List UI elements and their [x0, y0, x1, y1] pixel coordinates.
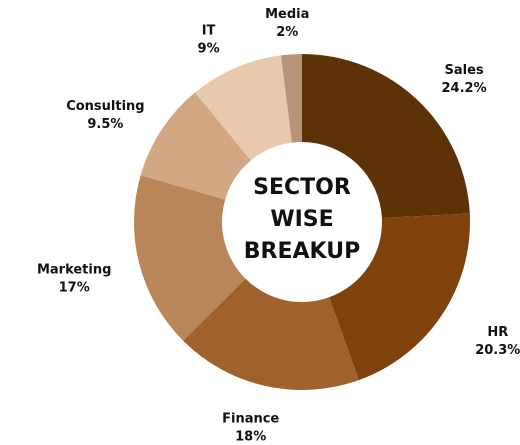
slice-value-label: 9% [198, 41, 220, 56]
donut-slice [329, 213, 470, 381]
chart-title: SECTOR WISE BREAKUP [243, 175, 361, 264]
donut-slice [302, 54, 470, 218]
donut-slice [194, 55, 292, 161]
donut-slice [183, 278, 359, 390]
slice-label: Media [265, 7, 309, 22]
donut-slice [280, 54, 302, 143]
slice-label: HR [487, 325, 508, 340]
donut-slice [134, 175, 246, 341]
slice-value-label: 9.5% [87, 117, 123, 132]
slice-label: IT [202, 23, 216, 38]
slice-label: Finance [222, 412, 279, 427]
slice-value-label: 18% [235, 430, 266, 445]
slice-label: Sales [445, 63, 484, 78]
slice-value-label: 17% [59, 280, 90, 295]
slice-label: Marketing [37, 262, 111, 277]
slice-label: Consulting [66, 99, 144, 114]
slice-value-label: 20.3% [475, 343, 520, 358]
slice-value-label: 2% [276, 25, 298, 40]
slice-value-label: 24.2% [442, 81, 487, 96]
donut-slice [140, 92, 252, 200]
